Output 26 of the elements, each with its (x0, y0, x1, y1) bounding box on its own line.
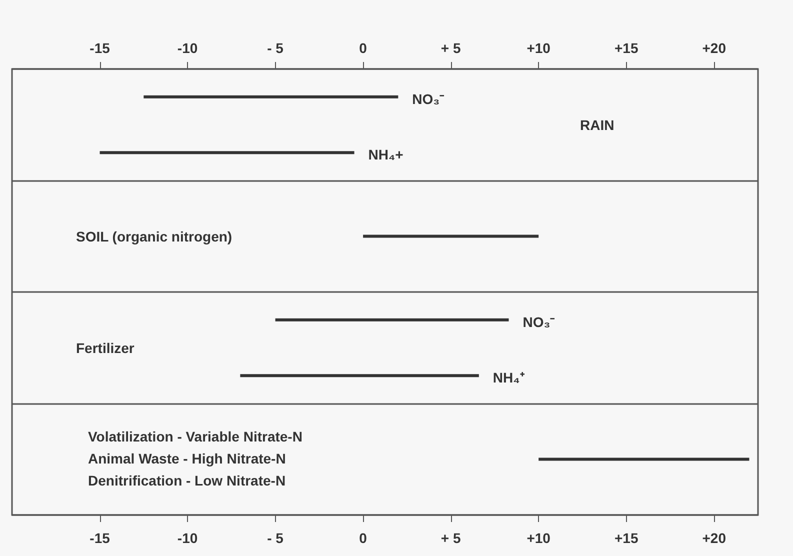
data-label: NO₃⁻ (412, 90, 445, 107)
x2-tick-label: +10 (526, 530, 551, 546)
x-tick-label: + 5 (440, 40, 461, 56)
annotation: Denitrification - Low Nitrate-N (88, 472, 286, 488)
x-tick-label: +15 (614, 40, 638, 56)
x2-tick-label: +20 (702, 530, 726, 546)
x2-tick-label: - 5 (267, 530, 284, 546)
x-tick-label: +10 (526, 40, 551, 56)
x2-tick-label: -10 (177, 530, 198, 546)
annotation: Volatilization - Variable Nitrate-N (88, 428, 302, 444)
x-tick-label: +20 (702, 40, 726, 56)
data-label: NO₃⁻ (522, 314, 556, 330)
x2-tick-label: +15 (614, 530, 638, 546)
x2-tick-label: + 5 (440, 530, 461, 546)
data-label: NH₄⁺ (492, 370, 525, 386)
x-tick-label: 0 (359, 40, 368, 56)
x2-tick-label: 0 (359, 530, 368, 546)
x2-tick-label: -15 (90, 530, 110, 546)
y-tick-label: SOIL (organic nitrogen) (76, 228, 232, 244)
x-tick-label: - 5 (267, 40, 284, 56)
y-tick-label: RAIN (580, 116, 614, 133)
y-tick-label: Fertilizer (76, 340, 135, 356)
x-tick-label: -15 (90, 40, 110, 56)
data-label: NH₄+ (368, 146, 404, 163)
x-tick-label: -10 (177, 40, 198, 56)
annotation: Animal Waste - High Nitrate-N (88, 450, 286, 466)
